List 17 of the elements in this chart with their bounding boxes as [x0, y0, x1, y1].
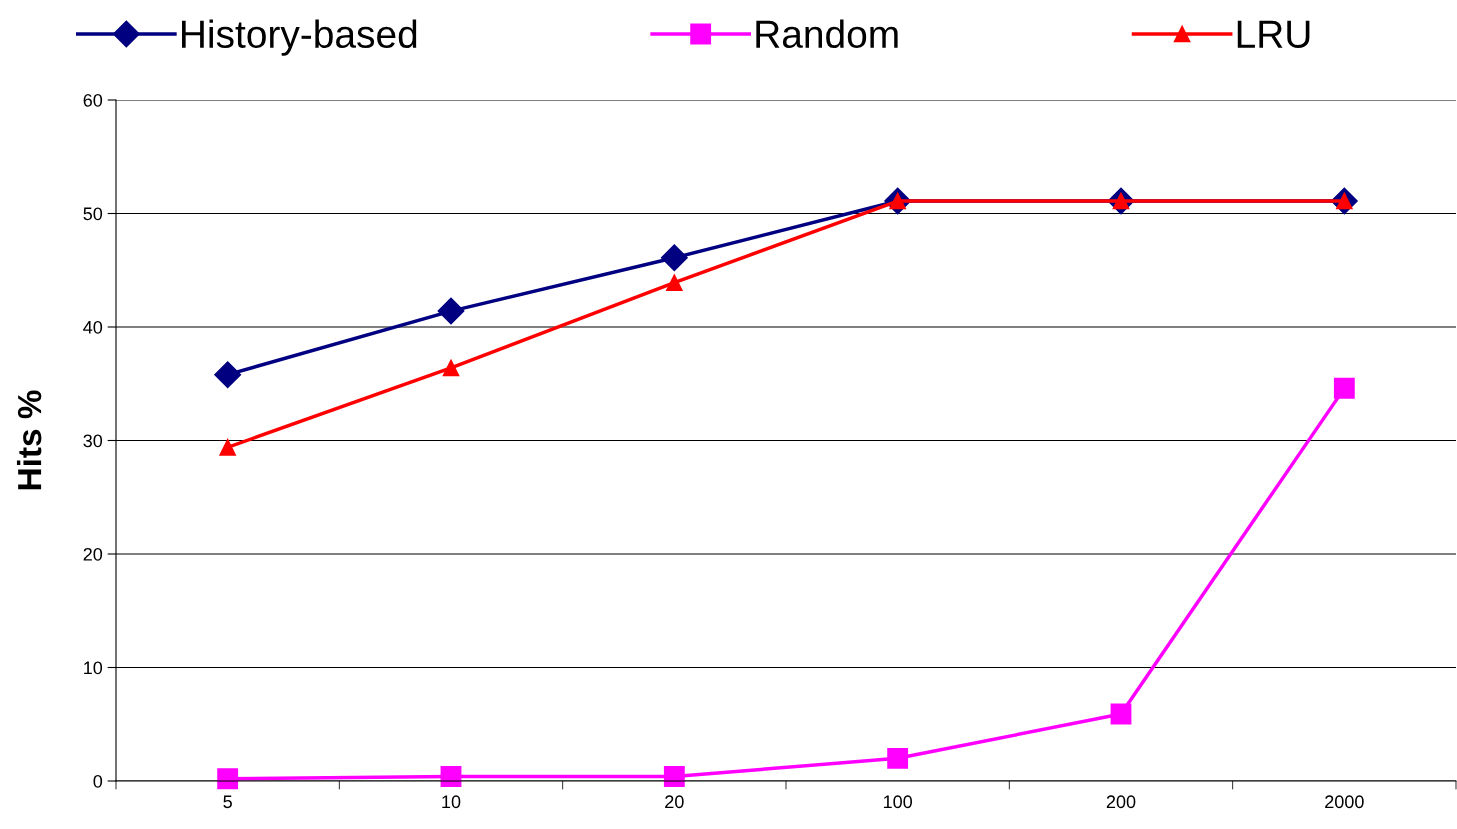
- y-tick-label: 30: [83, 434, 103, 448]
- y-tick-label: 10: [84, 661, 103, 675]
- y-tick-label: 20: [83, 547, 103, 561]
- y-tick-label: 0: [93, 774, 103, 788]
- x-tick-label: 5: [223, 795, 232, 809]
- y-axis-title: Hits %: [16, 390, 42, 490]
- legend-label: Random: [756, 19, 898, 49]
- x-tick-label: 20: [665, 795, 684, 809]
- y-tick-label: 50: [83, 207, 103, 221]
- legend-label: LRU: [1237, 20, 1310, 49]
- x-tick-label: 100: [883, 795, 913, 809]
- x-tick-label: 10: [442, 795, 461, 809]
- y-tick-label: 40: [83, 320, 103, 334]
- y-tick-label: 60: [83, 93, 103, 107]
- legend-label: History-based: [182, 19, 417, 56]
- x-tick-label: 2000: [1325, 795, 1364, 809]
- x-tick-label: 200: [1106, 795, 1136, 809]
